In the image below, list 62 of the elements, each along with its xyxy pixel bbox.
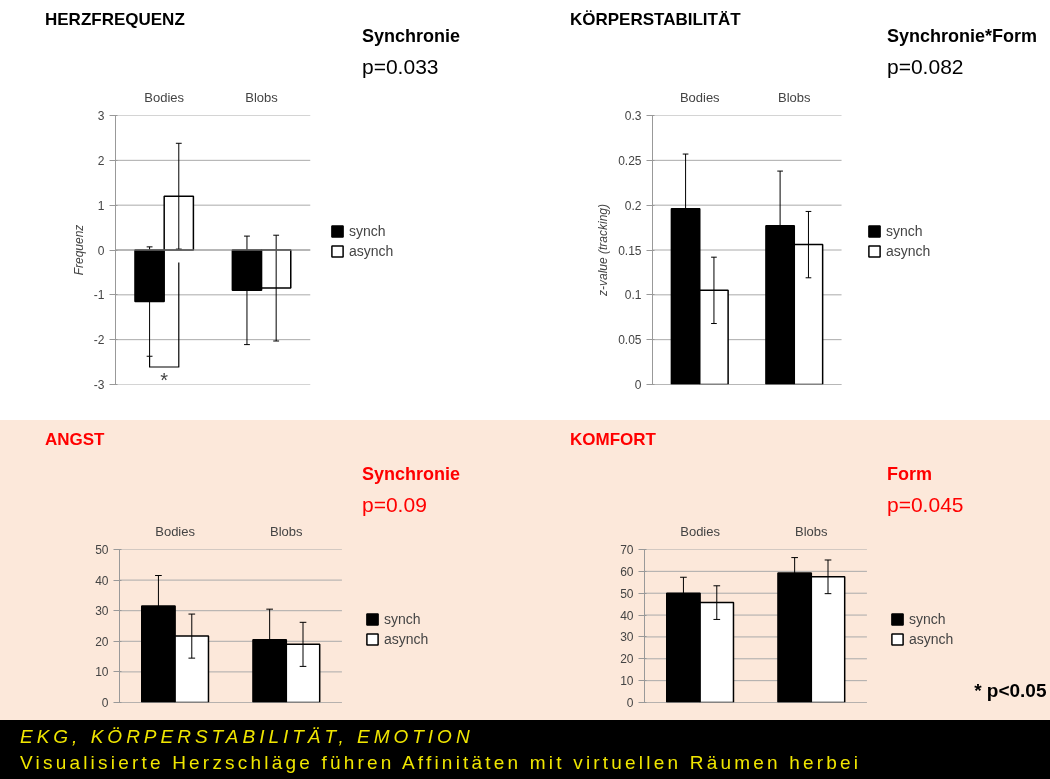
y-tick-label: 0.25 <box>618 153 642 168</box>
y-tick-label: -3 <box>93 378 105 392</box>
chart-title: HERZFREQUENZ <box>45 10 185 29</box>
annotation: * <box>160 369 169 392</box>
y-tick-label: 30 <box>95 604 109 619</box>
text: Visualisierte Herzschläge führen Affinitäten mit virtuellen Räumen herbei <box>20 751 862 775</box>
x-tick-label: Bodies <box>155 523 196 539</box>
x-tick-label: Blobs <box>245 89 279 105</box>
y-tick-label: 10 <box>95 665 109 680</box>
text: EKG, KÖRPERSTABILITÄT, EMOTION <box>20 725 475 749</box>
text: p=0.09 <box>362 491 428 518</box>
y-tick-label: 30 <box>620 630 634 645</box>
x-tick-label: Blobs <box>778 89 812 105</box>
legend-label: asynch <box>886 243 931 259</box>
legend-label: asynch <box>909 631 954 647</box>
y-tick-label: 50 <box>620 586 634 601</box>
chart-title: KÖRPERSTABILITÄT <box>570 10 741 29</box>
legend-label: synch <box>909 611 946 627</box>
x-tick-label: Bodies <box>144 89 185 105</box>
y-tick-label: 0.15 <box>618 243 642 258</box>
chart-title: ANGST <box>45 430 105 449</box>
legend-label: synch <box>349 223 386 239</box>
y-tick-label: 0 <box>634 378 642 392</box>
legend-label: asynch <box>384 631 429 647</box>
y-tick-label: 20 <box>620 652 634 667</box>
y-tick-label: 1 <box>97 198 105 213</box>
legend-label: asynch <box>349 243 394 259</box>
y-tick-label: 70 <box>620 543 634 557</box>
x-tick-label: Bodies <box>680 523 721 539</box>
y-axis-title: z-value (tracking) <box>596 203 611 298</box>
x-tick-label: Blobs <box>270 523 304 539</box>
y-tick-label: 2 <box>97 153 105 168</box>
y-tick-label: 40 <box>620 608 634 623</box>
y-tick-label: -2 <box>93 333 105 348</box>
chart-title: KOMFORT <box>570 430 656 449</box>
text: * p<0.05 <box>974 679 1047 701</box>
y-axis-title: Frequenz <box>71 224 86 276</box>
y-tick-label: 10 <box>620 674 634 689</box>
text: Synchronie*Form <box>887 25 1038 48</box>
x-tick-label: Bodies <box>679 89 721 105</box>
y-tick-label: 0.1 <box>624 288 642 303</box>
y-tick-label: 40 <box>95 573 109 588</box>
y-tick-label: -1 <box>93 288 105 303</box>
text: Synchronie <box>362 25 461 48</box>
y-tick-label: 0.05 <box>618 333 642 348</box>
x-tick-label: Blobs <box>795 523 829 539</box>
y-tick-label: 0.3 <box>624 109 642 123</box>
text: Synchronie <box>362 463 461 486</box>
text: p=0.033 <box>362 53 440 80</box>
y-tick-label: 50 <box>95 543 109 557</box>
legend-label: synch <box>384 611 421 627</box>
text: p=0.082 <box>887 53 965 80</box>
text: Form <box>887 463 933 486</box>
text: p=0.045 <box>887 491 964 518</box>
y-tick-label: 3 <box>97 109 105 123</box>
y-tick-label: 0 <box>97 243 105 258</box>
y-tick-label: 0 <box>626 696 634 710</box>
y-tick-label: 60 <box>620 564 634 579</box>
y-tick-label: 20 <box>95 634 109 649</box>
y-tick-label: 0.2 <box>624 198 642 213</box>
legend-label: synch <box>886 223 923 239</box>
y-tick-label: 0 <box>101 696 109 710</box>
